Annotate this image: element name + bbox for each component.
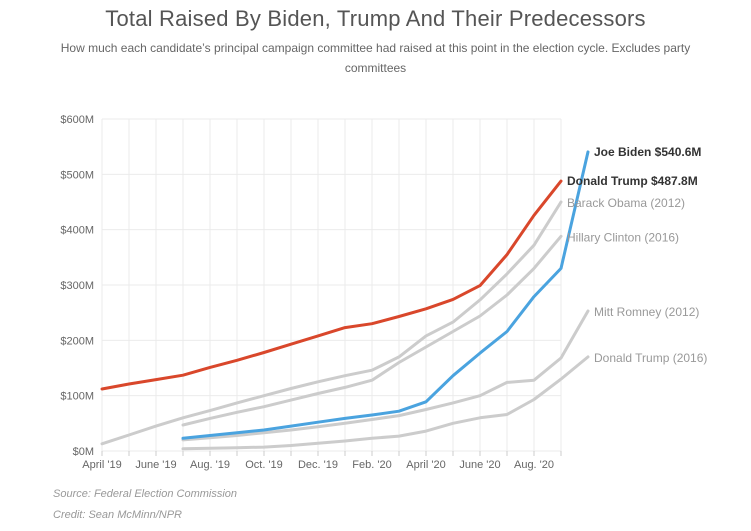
chart-title: Total Raised By Biden, Trump And Their P… <box>105 6 646 31</box>
y-tick-label: $300M <box>60 280 94 292</box>
y-tick-label: $500M <box>60 169 94 181</box>
x-tick-label: April '19 <box>82 459 121 471</box>
series-labels: Barack Obama (2012) Hillary Clinton (2016… <box>567 145 707 365</box>
y-tick-label: $0M <box>73 446 94 458</box>
source-note: Source: Federal Election Commission <box>53 488 238 500</box>
series-label-barack-obama-2012: Barack Obama (2012) <box>567 196 685 210</box>
x-tick-label: April '20 <box>406 459 445 471</box>
x-tick-label: Oct. '19 <box>245 459 283 471</box>
series-line-hillary-clinton-2016 <box>181 234 563 427</box>
series-line-donald-trump-2016 <box>181 355 590 451</box>
x-tick-label: Dec. '19 <box>298 459 338 471</box>
x-axis: April '19 June '19 Aug. '19 Oct. '19 Dec. '1… <box>82 451 562 471</box>
series-line-barack-obama-2012 <box>100 200 563 446</box>
x-tick-label: June '20 <box>459 459 500 471</box>
credit-note: Credit: Sean McMinn/NPR <box>53 509 182 521</box>
series-lines <box>100 150 590 451</box>
y-tick-label: $200M <box>60 335 94 347</box>
y-tick-label: $100M <box>60 391 94 403</box>
x-tick-label: June '19 <box>135 459 176 471</box>
series-label-mitt-romney-2012: Mitt Romney (2012) <box>594 305 699 319</box>
series-line-donald-trump <box>100 179 563 391</box>
gridlines <box>101 118 562 452</box>
x-tick-label: Aug. '20 <box>514 459 554 471</box>
series-label-joe-biden: Joe Biden $540.6M <box>594 145 701 159</box>
series-label-hillary-clinton-2016: Hillary Clinton (2016) <box>567 230 679 244</box>
y-tick-label: $600M <box>60 114 94 126</box>
x-tick-label: Aug. '19 <box>190 459 230 471</box>
series-line-joe-biden <box>181 150 590 440</box>
series-line-mitt-romney-2012 <box>181 309 590 442</box>
series-label-donald-trump-2016: Donald Trump (2016) <box>594 351 707 365</box>
chart-subtitle: How much each candidate’s principal camp… <box>60 41 691 75</box>
y-axis: $0M $100M $200M $300M $400M $500M $600M <box>60 114 94 458</box>
series-label-donald-trump: Donald Trump $487.8M <box>567 174 698 188</box>
y-tick-label: $400M <box>60 225 94 237</box>
x-tick-label: Feb. '20 <box>352 459 391 471</box>
